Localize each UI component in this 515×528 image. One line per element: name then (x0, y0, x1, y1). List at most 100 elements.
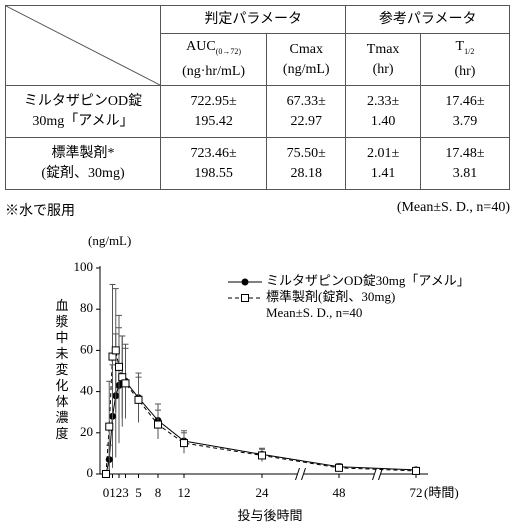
cell-line: ミルタザピンOD錠 (23, 93, 143, 109)
cell-line: 17.48± (445, 145, 485, 161)
cell-line: 17.46± (445, 93, 485, 109)
diagonal (6, 6, 160, 85)
label: AUC (186, 39, 216, 55)
cell-line: 1.40 (370, 113, 396, 129)
point (102, 470, 110, 478)
x-tick-label: 48 (333, 485, 346, 500)
row-header: ミルタザピンOD錠 30mg「アメル」 (5, 85, 161, 138)
axis-break (372, 467, 377, 481)
cell: 17.46± 3.79 (419, 85, 511, 138)
cell-line: 195.42 (194, 113, 233, 129)
point (115, 362, 123, 371)
axis-break (301, 467, 306, 481)
point (412, 466, 420, 475)
group-header: 判定パラメータ (159, 5, 347, 34)
cell: 722.95± 195.42 (159, 85, 268, 138)
axis-break (295, 467, 300, 481)
y-unit: (ng/mL) (88, 233, 131, 248)
point (335, 463, 343, 472)
column-header: Cmax (ng/mL) (266, 33, 347, 86)
label: Tmax (366, 41, 400, 57)
cell: 75.50± 28.18 (266, 137, 347, 190)
cell-line: 198.55 (194, 165, 233, 181)
axis-break-gap (374, 468, 381, 480)
sub: 1/2 (464, 46, 475, 56)
legend-marker (241, 278, 249, 286)
unit: (ng·hr/mL) (182, 63, 246, 79)
unit: (hr) (372, 61, 394, 77)
cell: 2.01± 1.41 (345, 137, 421, 190)
label: Cmax (289, 41, 323, 57)
legend-label: ミルタザピンOD錠30mg「アメル」 (266, 273, 470, 288)
row-header: 標準製剤* (錠剤、30mg) (5, 137, 161, 190)
x-tick-label: 8 (155, 485, 162, 500)
cell-line: 2.33± (367, 93, 400, 109)
legend-marker (241, 294, 249, 302)
cell-line: 3.81 (452, 165, 478, 181)
y-label: 変 (55, 362, 68, 377)
y-tick-label: 60 (80, 341, 93, 356)
cell: 2.33± 1.40 (345, 85, 421, 138)
cell-line: 75.50± (286, 145, 326, 161)
y-label: 未 (55, 346, 68, 361)
sub: (0→72) (215, 46, 242, 56)
y-label: 中 (55, 330, 68, 345)
x-tick-label: 2 (116, 485, 123, 500)
note: Mean±S. D., n=40 (266, 305, 362, 320)
y-label: 濃 (55, 410, 68, 425)
x-tick-label: 24 (256, 485, 270, 500)
cell-line: 723.46± (190, 145, 237, 161)
cell-line: 722.95± (190, 93, 237, 109)
unit: (ng/mL) (282, 61, 330, 77)
x-tick-label: 72 (410, 485, 423, 500)
cell-line: 2.01± (367, 145, 400, 161)
y-label: 度 (55, 426, 68, 441)
y-tick-label: 100 (74, 259, 94, 274)
x-tick-label: 3 (122, 485, 129, 500)
cell-line: 1.41 (370, 165, 396, 181)
y-tick-label: 40 (80, 383, 93, 398)
point (105, 422, 114, 431)
x-tick-label: 5 (135, 485, 142, 500)
column-header: T1/2 (hr) (419, 33, 511, 86)
point (154, 420, 162, 429)
y-label: 漿 (55, 314, 68, 329)
cell-line: 22.97 (290, 113, 323, 129)
column-header: AUC(0→72) (ng·hr/mL) (159, 33, 268, 86)
axis-break-gap (297, 468, 304, 480)
unit: (hr) (454, 63, 476, 79)
cell-line: 67.33± (286, 93, 326, 109)
series-line (105, 380, 417, 475)
y-label: 体 (55, 394, 68, 409)
corner (5, 5, 161, 86)
y-label: 血 (55, 298, 68, 313)
group-header: 参考パラメータ (345, 5, 510, 34)
x-tick-label: 1 (109, 485, 116, 500)
x-unit: (時間) (424, 485, 459, 500)
cell-line: (錠剤、30mg) (41, 165, 125, 181)
x-tick-label: 0 (103, 485, 110, 500)
point (111, 346, 120, 355)
cell-line: 標準製剤* (51, 145, 115, 161)
x-label: 投与後時間 (237, 508, 302, 523)
cell: 17.48± 3.81 (419, 137, 511, 190)
column-header: Tmax (hr) (345, 33, 421, 86)
point (180, 439, 188, 448)
y-tick-label: 20 (80, 424, 93, 439)
y-tick-label: 80 (80, 300, 93, 315)
y-tick-label: 0 (87, 465, 94, 480)
label: T (455, 39, 465, 55)
cell-line: 28.18 (290, 165, 323, 181)
cell-line: 30mg「アメル」 (32, 113, 134, 129)
stats-note: (Mean±S. D., n=40) (396, 200, 510, 215)
legend-label: 標準製剤(錠剤、30mg) (266, 289, 395, 304)
point (134, 395, 143, 404)
x-tick-label: 12 (178, 485, 191, 500)
cell: 723.46± 198.55 (159, 137, 268, 190)
point (258, 451, 266, 460)
data-table: 判定パラメータ 参考パラメータ AUC(0→72) (ng·hr/mL) Cmax… (5, 5, 511, 190)
point (121, 379, 130, 388)
footnote: ※水で服用 (5, 204, 75, 219)
